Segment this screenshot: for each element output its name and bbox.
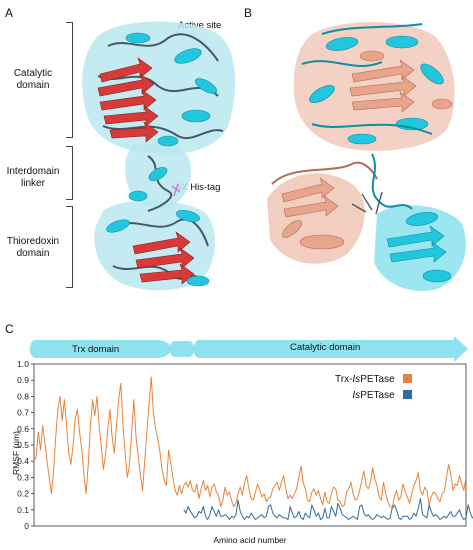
y-tick-label: 0: [24, 521, 29, 531]
y-tick-label: 0.5: [17, 440, 29, 450]
protein-structure-b: [267, 22, 466, 291]
panel-b-letter: B: [244, 6, 253, 20]
legend-item-is: IsPETase: [335, 388, 413, 404]
x-axis-label: Amino acid number: [213, 535, 287, 545]
domain-bar: [30, 336, 468, 362]
y-tick-label: 0.6: [17, 424, 29, 434]
y-tick-label: 1.0: [17, 359, 29, 369]
legend-swatch-trx: [403, 374, 413, 383]
y-tick-label: 0.4: [17, 456, 29, 466]
linker-bar-segment: [169, 341, 195, 357]
y-tick-label: 0.1: [17, 505, 29, 515]
rmsf-chart: 0 0.1 0.2 0.3 0.4 0.5 0.6 0.7 0.8 0.9 1.0: [17, 359, 473, 531]
series-line-ispetase: [183, 497, 473, 521]
series-line-trx-ispetase: [33, 376, 467, 509]
active-site-label: Active site: [178, 20, 222, 31]
protein-structure-a: [82, 21, 236, 291]
catalytic-domain-bar-label: Catalytic domain: [290, 342, 361, 353]
legend: Trx-IsPETase IsPETase: [335, 372, 413, 404]
trx-domain-bar: [30, 340, 172, 358]
interdomain-linker-label: Interdomain linker: [6, 166, 60, 189]
panel-c-letter: C: [5, 322, 14, 336]
thioredoxin-domain-label: Thioredoxin domain: [6, 236, 60, 259]
legend-item-trx: Trx-IsPETase: [335, 372, 413, 388]
y-tick-label: 0.2: [17, 489, 29, 499]
catalytic-domain-label: Catalytic domain: [13, 68, 53, 91]
y-tick-label: 0.7: [17, 408, 29, 418]
thioredoxin-bracket: [66, 206, 73, 288]
linker-bracket: [66, 146, 73, 200]
his-tag-label: 6X His-tag: [176, 182, 221, 193]
plot-frame: [33, 363, 467, 527]
panel-a-letter: A: [5, 6, 14, 20]
y-tick-label: 0.9: [17, 375, 29, 385]
y-tick-label: 0.8: [17, 391, 29, 401]
y-tick-label: 0.3: [17, 472, 29, 482]
legend-swatch-is: [403, 390, 413, 399]
catalytic-domain-bracket: [66, 22, 73, 138]
trx-domain-bar-label: Trx domain: [72, 344, 120, 355]
catalytic-domain-bar: [193, 336, 468, 362]
